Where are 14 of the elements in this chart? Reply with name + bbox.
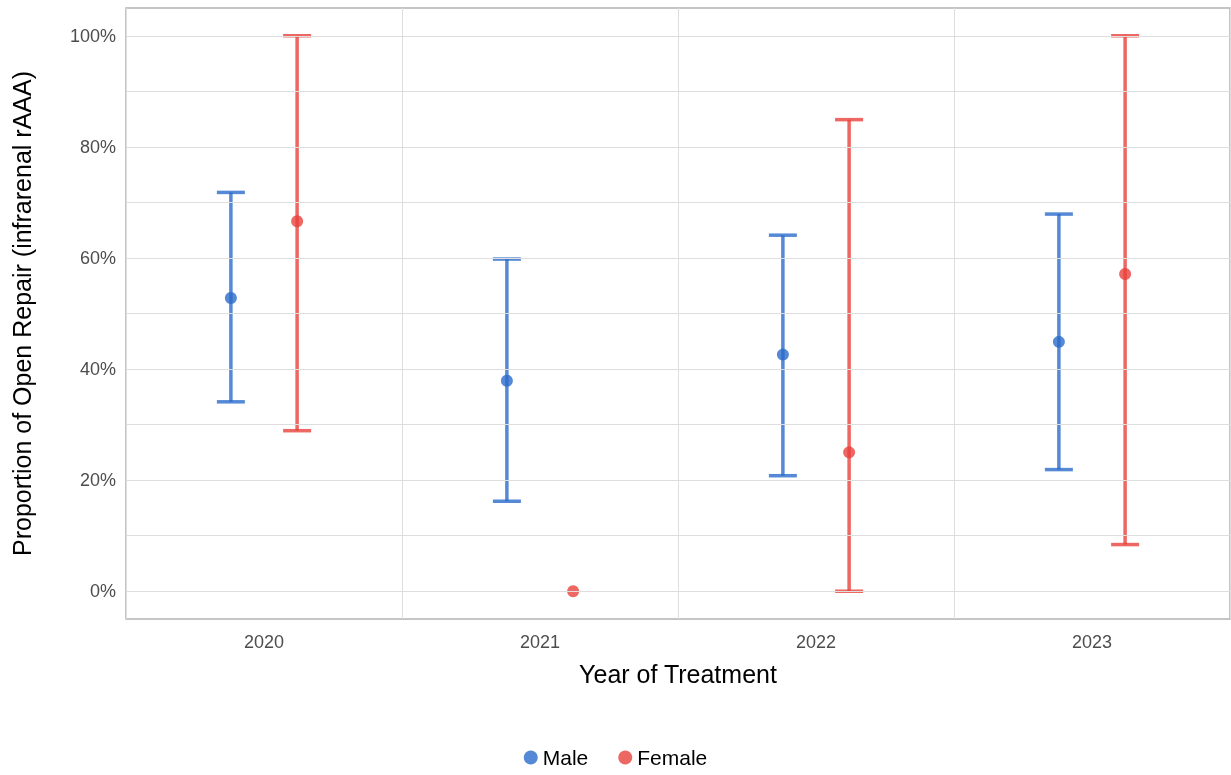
legend-label: Female xyxy=(637,746,708,769)
y-tick-label: 40% xyxy=(79,359,116,380)
y-tick-label: 20% xyxy=(79,470,116,491)
legend-label: Male xyxy=(542,746,589,769)
x-tick-label: 2021 xyxy=(519,632,561,652)
x-tick-label: 2023 xyxy=(1071,632,1113,652)
y-tick-label: 80% xyxy=(79,136,116,157)
y-axis-title: Proportion of Open Repair (infrarenal rAAA) xyxy=(7,71,36,556)
y-tick-label: 0% xyxy=(89,581,116,602)
x-axis-title: Year of Treatment xyxy=(579,659,777,688)
y-tick-label: 60% xyxy=(79,247,116,268)
x-tick-label: 2022 xyxy=(795,632,837,652)
y-tick-label: 100% xyxy=(69,25,116,46)
x-tick-label: 2020 xyxy=(243,632,285,652)
